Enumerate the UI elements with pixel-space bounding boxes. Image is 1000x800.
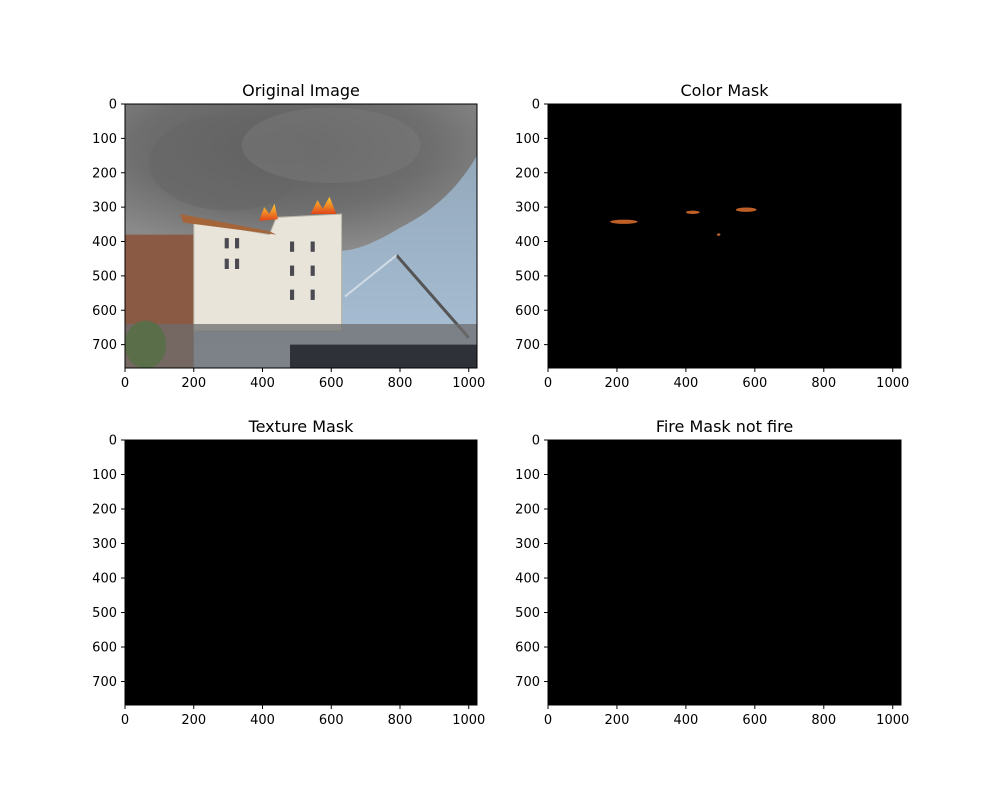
y-tick-label: 400 — [92, 572, 117, 587]
y-tick-label: 0 — [109, 98, 117, 113]
x-tick-label: 0 — [121, 713, 129, 728]
fire-flame — [259, 203, 278, 221]
y-tick-label: 100 — [515, 132, 540, 147]
axes-frame — [124, 439, 478, 706]
x-tick-label: 400 — [250, 376, 275, 391]
x-tick-label: 200 — [181, 376, 206, 391]
x-tick-label: 0 — [544, 376, 552, 391]
subplot-1: Original Image 0 200 400 600 800 1000 0 100 200 30… — [92, 81, 485, 391]
y-tick-label: 600 — [92, 304, 117, 319]
subplot-4: Fire Mask not fire 0 200 400 600 800 1000 0 100 2… — [515, 417, 909, 728]
y-tick-label: 200 — [92, 166, 117, 181]
x-tick-label: 1000 — [876, 376, 909, 391]
y-tick-label: 0 — [532, 98, 540, 113]
y-tick-label: 100 — [92, 132, 117, 147]
panel-title: Color Mask — [680, 81, 769, 100]
x-tick-label: 800 — [388, 713, 413, 728]
x-tick-label: 200 — [605, 376, 630, 391]
axes-frame — [547, 439, 902, 706]
fire-pixels — [735, 207, 757, 212]
y-tick-label: 400 — [92, 235, 117, 250]
y-tick-label: 200 — [515, 166, 540, 181]
panel-title: Fire Mask not fire — [656, 417, 793, 436]
x-tick-label: 200 — [605, 713, 630, 728]
mask-image — [548, 440, 901, 705]
subplot-3: Texture Mask 0 200 400 600 800 1000 0 100 200 300 4… — [92, 417, 485, 728]
x-tick-label: 0 — [121, 376, 129, 391]
x-tick-label: 200 — [181, 713, 206, 728]
y-tick-label: 200 — [92, 503, 117, 518]
x-tick-label: 800 — [388, 376, 413, 391]
y-tick-label: 500 — [92, 269, 117, 284]
y-tick-label: 100 — [92, 468, 117, 483]
x-tick-label: 400 — [673, 713, 698, 728]
x-tick-label: 600 — [742, 376, 767, 391]
fire-pixels — [685, 210, 700, 214]
mask-image — [125, 440, 477, 705]
y-tick-label: 500 — [515, 269, 540, 284]
y-tick-label: 700 — [515, 338, 540, 353]
y-tick-label: 500 — [92, 606, 117, 621]
x-tick-label: 600 — [319, 713, 344, 728]
y-tick-label: 0 — [109, 434, 117, 449]
y-tick-label: 100 — [515, 468, 540, 483]
fire-pixels — [610, 219, 638, 224]
x-tick-label: 600 — [319, 376, 344, 391]
x-tick-label: 0 — [544, 713, 552, 728]
y-tick-label: 300 — [515, 537, 540, 552]
y-tick-label: 500 — [515, 606, 540, 621]
y-tick-label: 400 — [515, 235, 540, 250]
x-tick-label: 400 — [673, 376, 698, 391]
x-tick-label: 400 — [250, 713, 275, 728]
y-tick-label: 600 — [515, 641, 540, 656]
y-tick-label: 300 — [515, 201, 540, 216]
y-tick-label: 200 — [515, 503, 540, 518]
mask-background — [548, 104, 901, 368]
panel-title: Original Image — [242, 81, 360, 100]
y-tick-label: 600 — [515, 304, 540, 319]
x-tick-label: 600 — [742, 713, 767, 728]
y-tick-label: 400 — [515, 572, 540, 587]
x-tick-label: 800 — [811, 713, 836, 728]
y-tick-label: 300 — [92, 537, 117, 552]
y-tick-label: 700 — [92, 675, 117, 690]
y-tick-label: 700 — [515, 675, 540, 690]
y-tick-label: 700 — [92, 338, 117, 353]
x-tick-label: 1000 — [452, 713, 485, 728]
x-tick-label: 800 — [811, 376, 836, 391]
subplot-2: Color Mask 0 200 400 600 800 1000 0 100 200 300 400… — [515, 81, 909, 391]
y-tick-label: 300 — [92, 201, 117, 216]
fire-pixels — [716, 233, 721, 236]
x-tick-label: 1000 — [876, 713, 909, 728]
axes-frame — [547, 103, 902, 369]
y-tick-label: 0 — [532, 434, 540, 449]
panel-title: Texture Mask — [248, 417, 355, 436]
axes-frame — [124, 103, 478, 369]
x-tick-label: 1000 — [452, 376, 485, 391]
y-tick-label: 600 — [92, 641, 117, 656]
fire-flame — [310, 196, 337, 214]
original-photo — [125, 104, 477, 368]
